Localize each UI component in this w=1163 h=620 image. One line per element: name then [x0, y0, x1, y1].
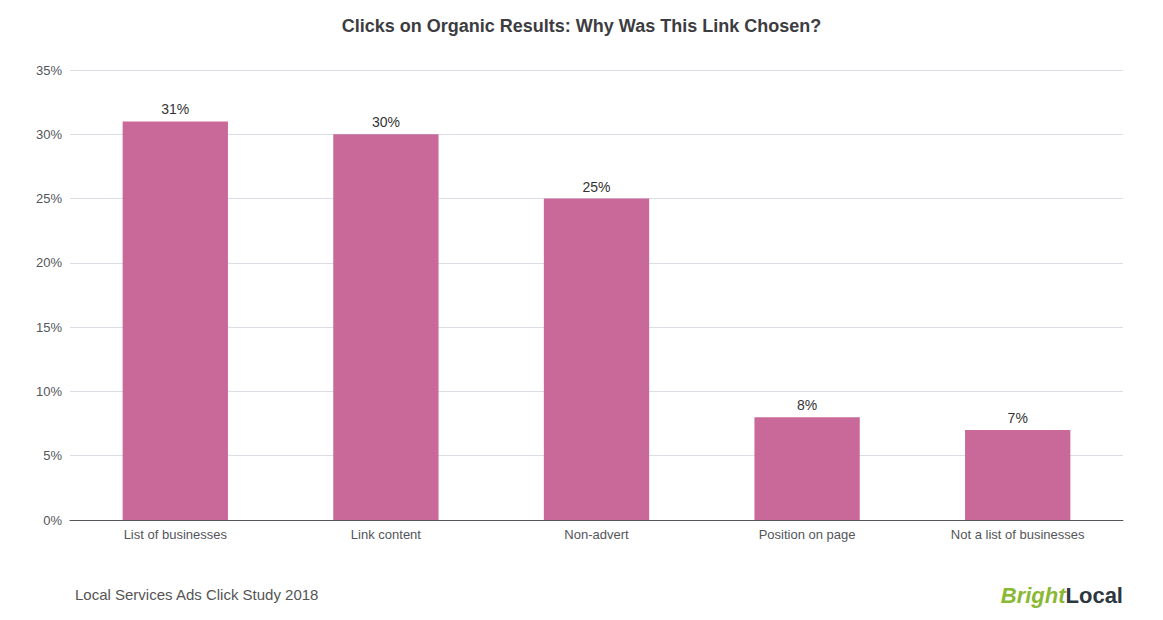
svg-text:Position on page: Position on page [759, 527, 856, 542]
svg-text:10%: 10% [36, 384, 62, 399]
svg-text:25%: 25% [36, 191, 62, 206]
svg-text:Link content: Link content [351, 527, 421, 542]
svg-text:0%: 0% [43, 513, 62, 528]
svg-text:20%: 20% [36, 255, 62, 270]
svg-text:30%: 30% [36, 127, 62, 142]
svg-text:15%: 15% [36, 320, 62, 335]
svg-text:25%: 25% [582, 179, 610, 195]
svg-text:Local: Local [1066, 583, 1123, 608]
svg-text:Local Services Ads Click Study: Local Services Ads Click Study 2018 [75, 586, 318, 603]
svg-text:Non-advert: Non-advert [564, 527, 629, 542]
svg-text:30%: 30% [372, 114, 400, 130]
svg-text:7%: 7% [1008, 410, 1028, 426]
svg-text:35%: 35% [36, 63, 62, 78]
svg-text:31%: 31% [161, 101, 189, 117]
svg-text:8%: 8% [797, 397, 817, 413]
svg-text:Bright: Bright [1001, 583, 1067, 608]
svg-text:Clicks on Organic Results: Why: Clicks on Organic Results: Why Was This … [342, 16, 821, 36]
svg-text:Not a list of businesses: Not a list of businesses [951, 527, 1085, 542]
svg-text:5%: 5% [43, 448, 62, 463]
svg-text:List of businesses: List of businesses [124, 527, 228, 542]
